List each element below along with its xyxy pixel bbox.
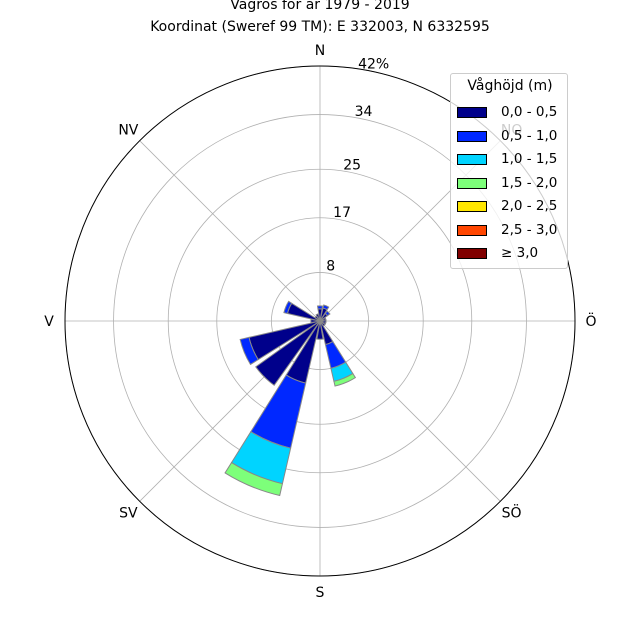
direction-label: NV — [118, 122, 138, 138]
rose-bar — [239, 336, 259, 366]
legend-item: ≥ 3,0 — [457, 245, 567, 263]
legend: Våghöjd (m) 0,0 - 0,5 0,5 - 1,0 1,0 - 1,5 1… — [450, 73, 568, 269]
chart-title: Vågros för år 1979 - 2019 — [230, 0, 410, 13]
direction-label: SÖ — [502, 504, 522, 522]
legend-label: ≥ 3,0 — [501, 245, 539, 261]
rose-bar — [333, 372, 357, 387]
rose-bar — [283, 300, 293, 315]
legend-item: 1,5 - 2,0 — [457, 175, 567, 193]
radial-tick-label: 25 — [343, 158, 361, 174]
rose-bar — [316, 305, 324, 310]
rose-bar — [286, 302, 321, 322]
rose-bar — [224, 461, 284, 497]
direction-label: N — [315, 43, 325, 59]
rose-bar — [316, 320, 324, 340]
legend-swatch — [457, 201, 487, 212]
legend-item: 2,5 - 3,0 — [457, 222, 567, 240]
radial-tick-label: 34 — [355, 104, 373, 120]
radial-tick-label: 17 — [333, 205, 351, 221]
legend-swatch — [457, 177, 487, 189]
outer-circle — [64, 65, 576, 577]
legend-label: 2,5 - 3,0 — [501, 221, 558, 238]
legend-title: Våghöjd (m) — [467, 78, 553, 94]
radial-tick-label: 42% — [358, 57, 389, 73]
legend-label: 1,0 - 1,5 — [501, 151, 558, 167]
legend-item: 1,0 - 1,5 — [457, 151, 567, 169]
legend-label: 2,0 - 2,5 — [501, 198, 558, 214]
legend-swatch — [457, 130, 487, 142]
direction-label: S — [316, 585, 325, 601]
radial-tick-label: 8 — [326, 259, 335, 275]
legend-label: 1,5 - 2,0 — [501, 174, 558, 191]
rose-bar — [310, 318, 321, 324]
direction-label: V — [44, 314, 54, 330]
direction-label: Ö — [585, 312, 596, 330]
legend-swatch — [457, 248, 487, 259]
rose-bar — [322, 304, 330, 311]
legend-item: 0,0 - 0,5 — [457, 104, 567, 122]
rose-bar — [255, 320, 321, 386]
legend-swatch — [457, 224, 487, 236]
legend-swatch — [457, 154, 487, 165]
grid-spoke — [319, 320, 501, 502]
legend-item: 2,0 - 2,5 — [457, 198, 567, 216]
rose-bar — [324, 310, 331, 317]
legend-label: 0,5 - 1,0 — [501, 127, 558, 144]
legend-label: 0,0 - 0,5 — [501, 104, 558, 120]
grid-spoke — [139, 140, 321, 322]
direction-label: SV — [119, 506, 138, 522]
chart-subtitle: Koordinat (Sweref 99 TM): E 332003, N 63… — [150, 19, 490, 35]
rose-bar — [315, 313, 321, 322]
legend-item: 0,5 - 1,0 — [457, 128, 567, 146]
legend-swatch — [457, 107, 487, 118]
